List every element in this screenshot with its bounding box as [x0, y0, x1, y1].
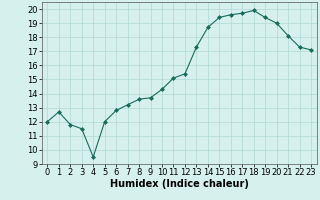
X-axis label: Humidex (Indice chaleur): Humidex (Indice chaleur)	[110, 179, 249, 189]
